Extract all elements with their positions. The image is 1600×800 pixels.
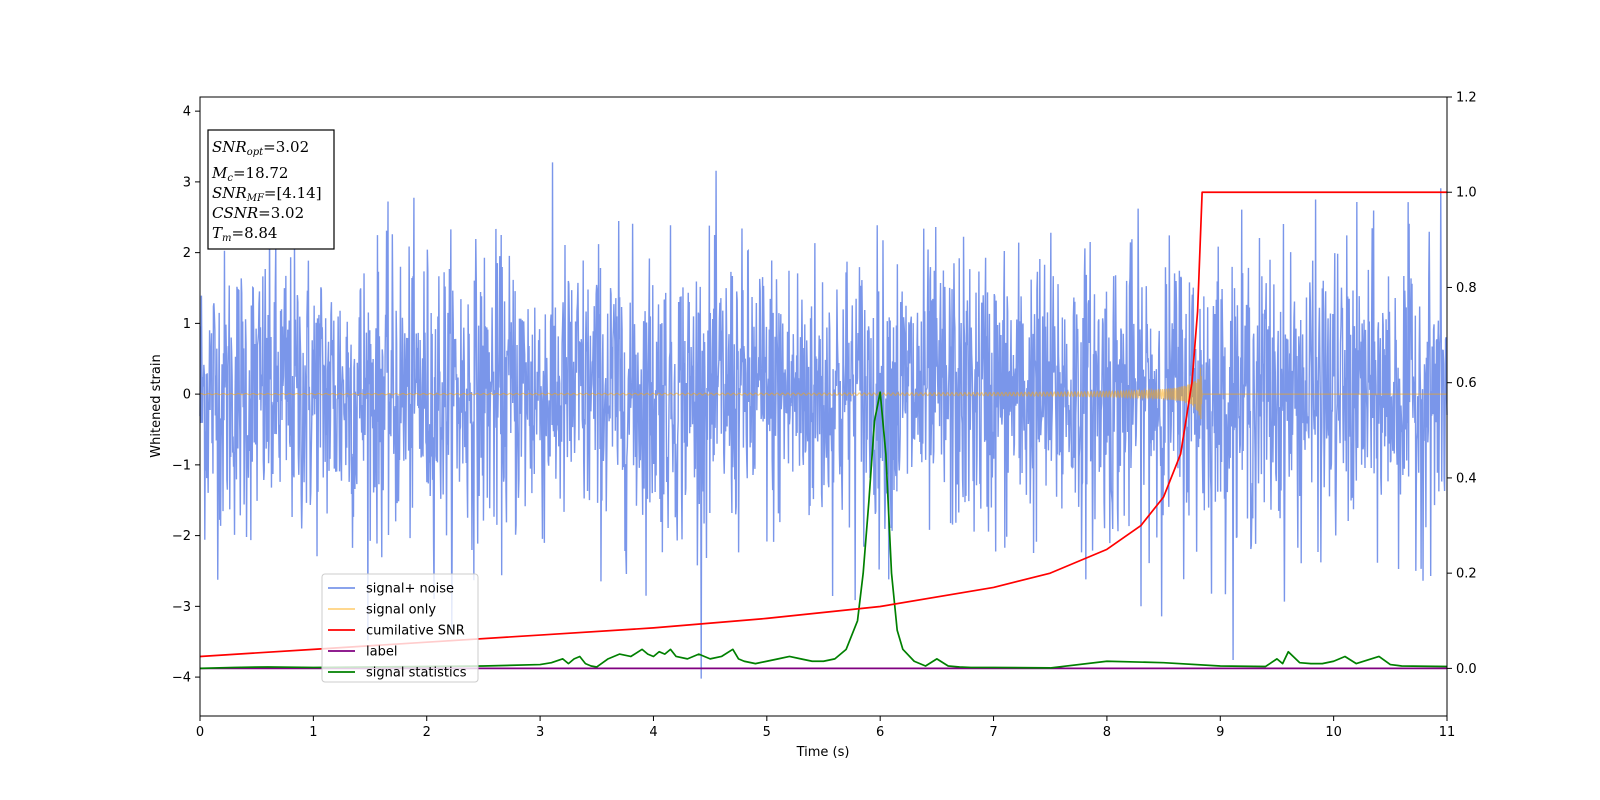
- x-tick-label: 5: [763, 725, 771, 740]
- y-left-tick-label: 1: [183, 317, 191, 332]
- x-tick-label: 4: [649, 725, 657, 740]
- y-right-tick-label: 1.2: [1456, 91, 1477, 106]
- info-box: SNRopt=3.02 Mc=18.72 SNRMF=[4.14] CSNR=3…: [207, 129, 335, 250]
- y-left-tick-label: −3: [172, 600, 191, 615]
- x-tick-label: 2: [423, 725, 431, 740]
- x-tick-label: 11: [1439, 725, 1456, 740]
- info-snr-opt: SNRopt=3.02: [212, 138, 309, 158]
- legend-label: signal+ noise: [366, 582, 454, 597]
- x-tick-label: 9: [1216, 725, 1224, 740]
- y-left-tick-label: −1: [172, 458, 191, 473]
- noise-series-layer: [199, 162, 1448, 679]
- legend: signal+ noise signal only cumilative SNR la…: [321, 573, 479, 683]
- x-tick-label: 7: [989, 725, 997, 740]
- x-tick-label: 10: [1325, 725, 1342, 740]
- x-tick-label: 3: [536, 725, 544, 740]
- y-left-tick-label: 0: [183, 388, 191, 403]
- info-csnr: CSNR=3.02: [212, 204, 304, 222]
- info-box-frame: [207, 129, 335, 250]
- legend-label: signal statistics: [366, 666, 467, 681]
- y-left-tick-label: −4: [172, 671, 191, 686]
- y-left-tick-label: 4: [183, 105, 191, 120]
- y-axis-label: Whitened strain: [149, 354, 164, 457]
- series-signal-noise-line: [199, 162, 1448, 679]
- plot-frame: [199, 96, 1448, 717]
- x-axis-label: Time (s): [796, 745, 850, 760]
- y-right-tick-label: 1.0: [1456, 186, 1477, 201]
- info-snr-mf: SNRMF=[4.14]: [212, 184, 322, 204]
- y-left-tick-label: −2: [172, 529, 191, 544]
- legend-label: signal only: [366, 603, 436, 618]
- x-tick-label: 8: [1103, 725, 1111, 740]
- y-right-tick-label: 0.8: [1456, 281, 1477, 296]
- legend-label: cumilative SNR: [366, 624, 465, 639]
- series-cumulative-snr-line: [199, 191, 1447, 658]
- x-axis: 0 1 2 3 4 5 6 7 8 9 10 11: [196, 716, 1455, 740]
- right-y-axis: 0.0 0.2 0.4 0.6 0.8 1.0 1.2: [1447, 91, 1477, 677]
- left-y-axis: −4 −3 −2 −1 0 1 2 3 4: [172, 105, 200, 686]
- x-tick-label: 0: [196, 725, 204, 740]
- y-left-tick-label: 3: [183, 175, 191, 190]
- legend-frame: [321, 573, 479, 683]
- info-tm: Tm=8.84: [212, 224, 277, 244]
- y-right-tick-label: 0.2: [1456, 567, 1477, 582]
- y-right-tick-label: 0.4: [1456, 471, 1477, 486]
- x-tick-label: 6: [876, 725, 884, 740]
- info-mc: Mc=18.72: [211, 164, 288, 184]
- x-tick-label: 1: [309, 725, 317, 740]
- y-right-tick-label: 0.6: [1456, 376, 1477, 391]
- series-signal-statistics-line: [199, 391, 1448, 670]
- y-left-tick-label: 2: [183, 246, 191, 261]
- legend-items: signal+ noise signal only cumilative SNR la…: [328, 582, 467, 681]
- series-signal-only-line: [199, 367, 1447, 420]
- y-right-tick-label: 0.0: [1456, 662, 1477, 677]
- legend-label: label: [366, 645, 397, 660]
